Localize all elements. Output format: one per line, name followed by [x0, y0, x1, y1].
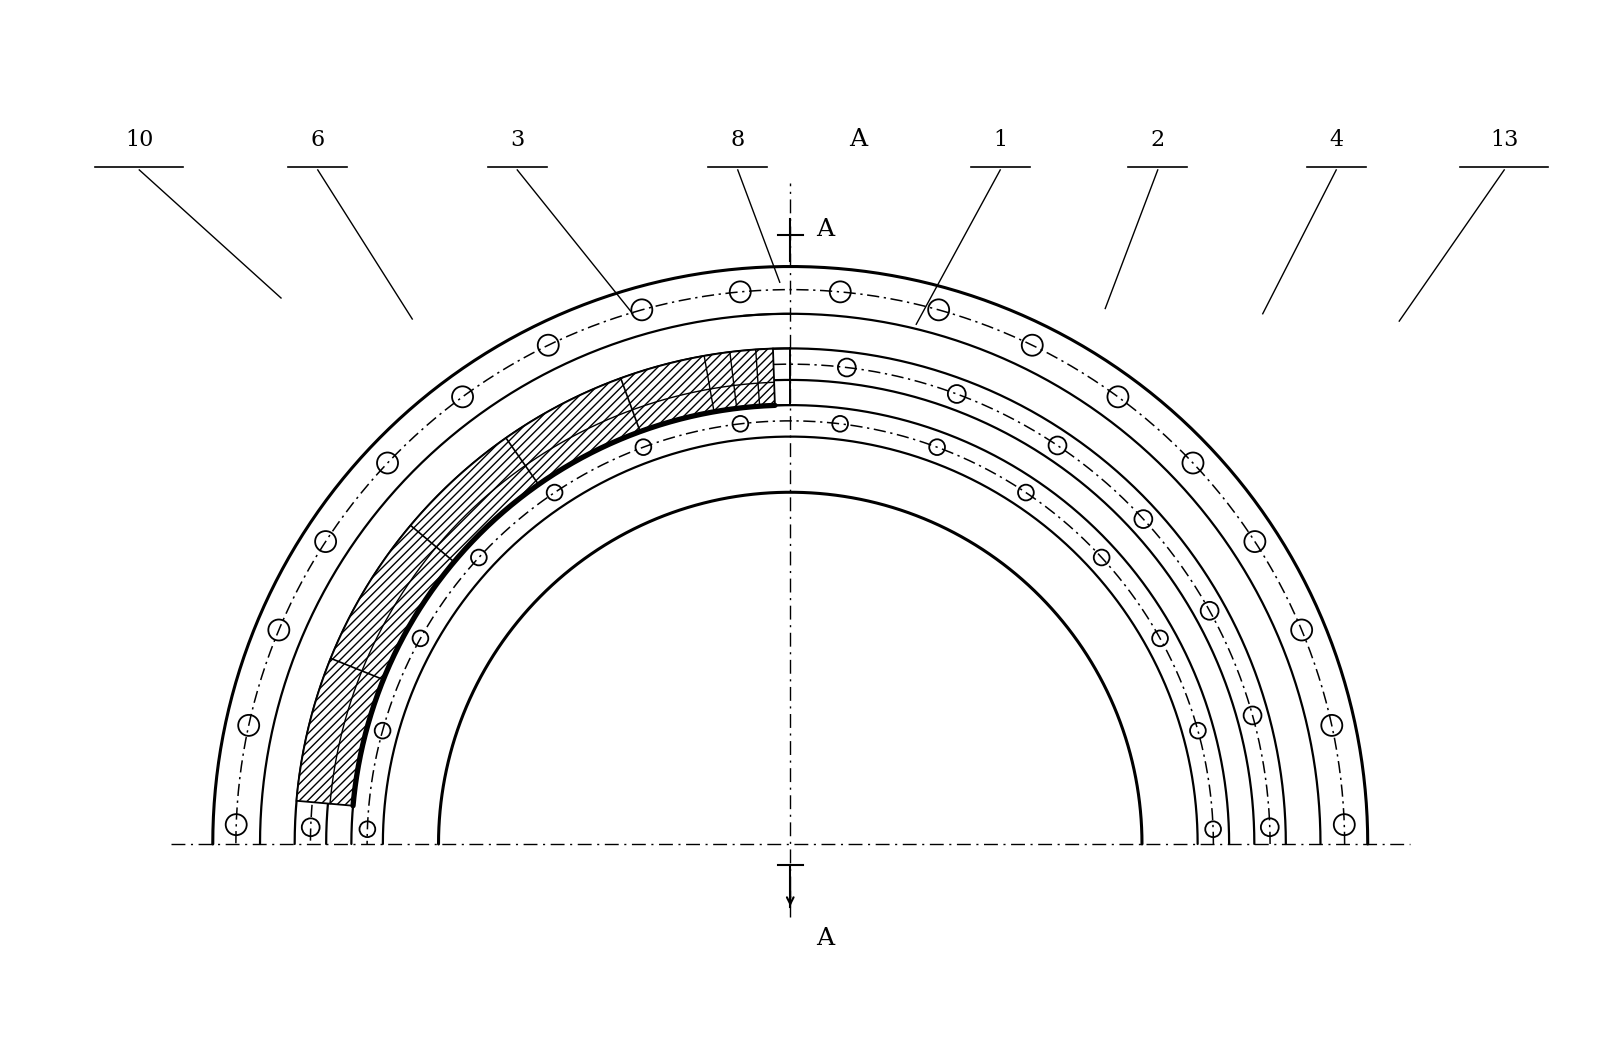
- Text: 8: 8: [730, 129, 745, 151]
- Text: A: A: [817, 218, 835, 241]
- Text: A: A: [850, 128, 867, 151]
- Text: 13: 13: [1489, 129, 1519, 151]
- Text: 4: 4: [1330, 129, 1343, 151]
- Text: 2: 2: [1151, 129, 1165, 151]
- Text: 6: 6: [311, 129, 326, 151]
- Text: 10: 10: [126, 129, 153, 151]
- Text: A: A: [817, 927, 835, 950]
- Polygon shape: [297, 349, 775, 806]
- Text: 1: 1: [993, 129, 1008, 151]
- Text: 3: 3: [509, 129, 524, 151]
